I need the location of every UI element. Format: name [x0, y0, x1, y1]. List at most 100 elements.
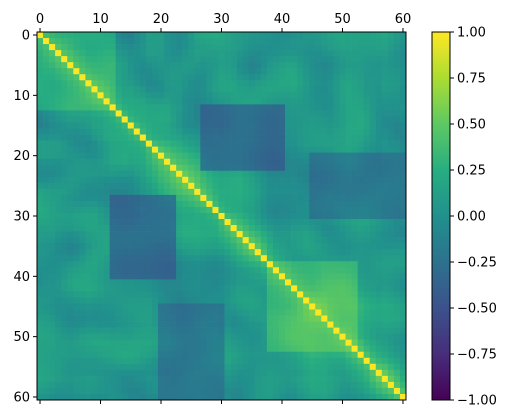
- heatmap-cell: [49, 261, 56, 268]
- heatmap-cell: [315, 393, 322, 401]
- heatmap-cell: [321, 237, 328, 244]
- heatmap-cell: [145, 68, 153, 75]
- heatmap-cell: [285, 333, 292, 341]
- heatmap-cell: [345, 357, 352, 365]
- heatmap-cell: [369, 267, 377, 274]
- heatmap-cell: [381, 297, 389, 304]
- heatmap-cell: [387, 62, 395, 69]
- heatmap-cell: [49, 212, 56, 220]
- heatmap-cell: [303, 225, 310, 232]
- heatmap-cell: [212, 279, 219, 286]
- heatmap-cell: [236, 92, 244, 99]
- heatmap-cell: [399, 267, 407, 274]
- heatmap-cell: [254, 273, 262, 280]
- heatmap-cell: [139, 122, 147, 129]
- heatmap-cell: [345, 134, 352, 141]
- heatmap-cell: [272, 339, 280, 347]
- heatmap-cell: [121, 261, 129, 268]
- heatmap-cell: [399, 291, 407, 298]
- heatmap-cell: [145, 188, 153, 196]
- heatmap-cell: [91, 38, 98, 45]
- colorbar-segment: [432, 250, 450, 253]
- heatmap-cell: [321, 98, 328, 105]
- heatmap-cell: [357, 351, 365, 359]
- heatmap-cell: [73, 315, 80, 322]
- heatmap-cell: [67, 297, 74, 304]
- heatmap-cell: [303, 116, 310, 123]
- colorbar-segment: [432, 328, 450, 331]
- heatmap-cell: [61, 261, 68, 268]
- heatmap-cell: [37, 110, 44, 117]
- heatmap-cell: [242, 339, 250, 347]
- heatmap-cell: [49, 315, 56, 322]
- heatmap-cell: [85, 188, 92, 196]
- heatmap-cell: [393, 321, 401, 328]
- heatmap-cell: [79, 243, 86, 250]
- heatmap-cell: [266, 261, 274, 268]
- colorbar-tick-label: −1.00: [457, 394, 497, 409]
- heatmap-cell: [121, 249, 129, 256]
- heatmap-cell: [188, 273, 195, 280]
- heatmap-cell: [285, 351, 292, 359]
- heatmap-cell: [115, 243, 123, 250]
- heatmap-cell: [133, 128, 141, 135]
- heatmap-cell: [151, 146, 159, 154]
- heatmap-cell: [393, 92, 401, 99]
- heatmap-cell: [333, 152, 340, 160]
- heatmap-cell: [315, 188, 322, 196]
- heatmap-cell: [399, 351, 407, 359]
- heatmap-cell: [218, 231, 225, 238]
- heatmap-cell: [248, 231, 256, 238]
- heatmap-cell: [236, 315, 244, 322]
- heatmap-cell: [345, 219, 352, 226]
- colorbar-segment: [432, 194, 450, 197]
- colorbar-segment: [432, 298, 450, 301]
- heatmap-cell: [194, 333, 201, 341]
- heatmap-cell: [91, 44, 98, 51]
- heatmap-cell: [145, 116, 153, 123]
- colorbar-segment: [432, 56, 450, 59]
- heatmap-cell: [321, 351, 328, 359]
- heatmap-cell: [127, 381, 135, 389]
- heatmap-cell: [351, 146, 358, 154]
- heatmap-cell: [321, 194, 328, 202]
- heatmap-cell: [145, 381, 153, 389]
- colorbar-segment: [432, 148, 450, 151]
- heatmap-cell: [151, 122, 159, 129]
- heatmap-cell: [109, 387, 116, 395]
- heatmap-cell: [43, 146, 50, 154]
- heatmap-cell: [303, 333, 310, 341]
- heatmap-cell: [200, 32, 207, 39]
- heatmap-cell: [363, 62, 371, 69]
- heatmap-cell: [339, 212, 346, 220]
- heatmap-cell: [357, 74, 365, 81]
- heatmap-cell: [321, 74, 328, 81]
- heatmap-cell: [369, 231, 377, 238]
- colorbar-segment: [432, 142, 450, 145]
- heatmap-cell: [387, 182, 395, 190]
- heatmap-cell: [103, 110, 110, 117]
- heatmap-cell: [103, 375, 110, 383]
- heatmap-cell: [182, 62, 189, 69]
- heatmap-cell: [260, 357, 268, 365]
- heatmap-cell: [206, 86, 213, 93]
- heatmap-cell: [43, 315, 50, 322]
- heatmap-cell: [182, 249, 189, 256]
- heatmap-cell: [254, 50, 262, 57]
- heatmap-cell: [224, 267, 231, 274]
- colorbar-segment: [432, 342, 450, 345]
- heatmap-cell: [272, 387, 280, 395]
- heatmap-cell: [188, 62, 195, 69]
- heatmap-cell: [218, 261, 225, 268]
- heatmap-cell: [303, 146, 310, 154]
- heatmap-cell: [97, 164, 104, 172]
- heatmap-cell: [115, 231, 123, 238]
- heatmap-cell: [212, 381, 219, 389]
- heatmap-cell: [206, 363, 213, 371]
- heatmap-cell: [200, 333, 207, 341]
- heatmap-cell: [351, 86, 358, 93]
- heatmap-cell: [272, 315, 280, 322]
- heatmap-cell: [272, 333, 280, 341]
- heatmap-cell: [139, 309, 147, 316]
- heatmap-cell: [242, 50, 250, 57]
